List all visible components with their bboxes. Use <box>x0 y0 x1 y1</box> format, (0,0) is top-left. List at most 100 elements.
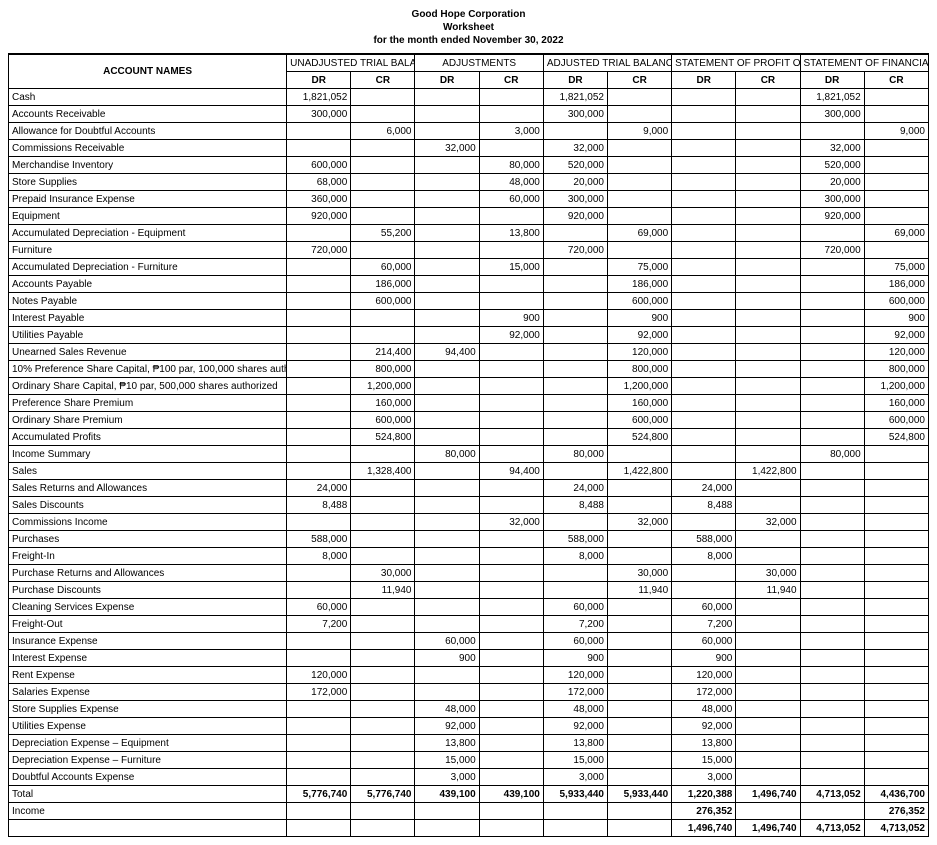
value-cell <box>672 225 736 242</box>
value-cell <box>415 480 479 497</box>
col-group-adjustments: ADJUSTMENTS <box>415 54 543 72</box>
account-name-cell: Interest Expense <box>9 650 287 667</box>
value-cell <box>672 242 736 259</box>
value-cell: 32,000 <box>543 140 607 157</box>
value-cell <box>736 548 800 565</box>
final-label <box>9 820 287 837</box>
value-cell <box>287 259 351 276</box>
value-cell <box>543 123 607 140</box>
value-cell <box>415 123 479 140</box>
final-cell <box>415 820 479 837</box>
value-cell <box>736 429 800 446</box>
income-cell <box>415 803 479 820</box>
value-cell <box>864 616 928 633</box>
account-name-cell: Freight-In <box>9 548 287 565</box>
value-cell: 13,800 <box>672 735 736 752</box>
value-cell <box>415 242 479 259</box>
value-cell <box>287 514 351 531</box>
value-cell: 720,000 <box>543 242 607 259</box>
value-cell: 60,000 <box>415 633 479 650</box>
account-name-cell: Unearned Sales Revenue <box>9 344 287 361</box>
value-cell <box>608 599 672 616</box>
value-cell <box>672 565 736 582</box>
value-cell <box>608 208 672 225</box>
value-cell: 32,000 <box>800 140 864 157</box>
table-row: Interest Payable900900900 <box>9 310 929 327</box>
account-name-cell: Store Supplies Expense <box>9 701 287 718</box>
total-cell: 5,933,440 <box>543 786 607 803</box>
value-cell <box>672 378 736 395</box>
value-cell <box>351 616 415 633</box>
table-row: Accounts Receivable300,000300,000300,000 <box>9 106 929 123</box>
account-name-cell: Notes Payable <box>9 293 287 310</box>
value-cell: 24,000 <box>287 480 351 497</box>
table-row: Accounts Payable186,000186,000186,000 <box>9 276 929 293</box>
account-name-cell: Doubtful Accounts Expense <box>9 769 287 786</box>
value-cell <box>415 89 479 106</box>
value-cell <box>351 157 415 174</box>
value-cell: 8,488 <box>287 497 351 514</box>
value-cell <box>736 174 800 191</box>
value-cell: 7,200 <box>672 616 736 633</box>
value-cell <box>351 531 415 548</box>
account-name-cell: Commissions Receivable <box>9 140 287 157</box>
value-cell <box>479 667 543 684</box>
income-cell <box>351 803 415 820</box>
value-cell <box>672 412 736 429</box>
value-cell <box>415 684 479 701</box>
value-cell: 32,000 <box>479 514 543 531</box>
value-cell <box>864 89 928 106</box>
value-cell <box>864 208 928 225</box>
totals-body: Total 5,776,740 5,776,740 439,100 439,10… <box>9 786 929 837</box>
col-account-names: ACCOUNT NAMES <box>9 54 287 89</box>
final-cell <box>479 820 543 837</box>
value-cell: 7,200 <box>287 616 351 633</box>
table-row: Unearned Sales Revenue214,40094,400120,0… <box>9 344 929 361</box>
value-cell <box>672 344 736 361</box>
value-cell: 9,000 <box>864 123 928 140</box>
value-cell <box>415 361 479 378</box>
value-cell <box>672 463 736 480</box>
col-dr: DR <box>543 72 607 89</box>
value-cell: 900 <box>479 310 543 327</box>
value-cell <box>736 395 800 412</box>
value-cell: 75,000 <box>608 259 672 276</box>
value-cell: 69,000 <box>608 225 672 242</box>
value-cell <box>608 752 672 769</box>
value-cell <box>287 565 351 582</box>
final-cell <box>351 820 415 837</box>
value-cell <box>287 633 351 650</box>
value-cell <box>543 361 607 378</box>
value-cell <box>287 769 351 786</box>
value-cell <box>479 446 543 463</box>
value-cell: 48,000 <box>415 701 479 718</box>
value-cell <box>415 310 479 327</box>
income-cell: 276,352 <box>672 803 736 820</box>
value-cell <box>479 769 543 786</box>
value-cell <box>736 123 800 140</box>
value-cell: 30,000 <box>608 565 672 582</box>
value-cell: 24,000 <box>672 480 736 497</box>
value-cell <box>415 191 479 208</box>
value-cell <box>800 293 864 310</box>
value-cell <box>415 531 479 548</box>
value-cell: 588,000 <box>543 531 607 548</box>
value-cell <box>672 429 736 446</box>
value-cell <box>864 565 928 582</box>
value-cell: 60,000 <box>351 259 415 276</box>
value-cell: 300,000 <box>543 191 607 208</box>
value-cell <box>736 157 800 174</box>
value-cell <box>351 497 415 514</box>
table-row: Insurance Expense60,00060,00060,000 <box>9 633 929 650</box>
value-cell <box>672 582 736 599</box>
value-cell <box>479 344 543 361</box>
final-cell: 4,713,052 <box>864 820 928 837</box>
table-row: Depreciation Expense – Furniture15,00015… <box>9 752 929 769</box>
value-cell: 32,000 <box>608 514 672 531</box>
value-cell <box>479 378 543 395</box>
account-name-cell: Depreciation Expense – Equipment <box>9 735 287 752</box>
value-cell <box>672 310 736 327</box>
value-cell: 9,000 <box>608 123 672 140</box>
value-cell <box>351 650 415 667</box>
value-cell: 68,000 <box>287 174 351 191</box>
